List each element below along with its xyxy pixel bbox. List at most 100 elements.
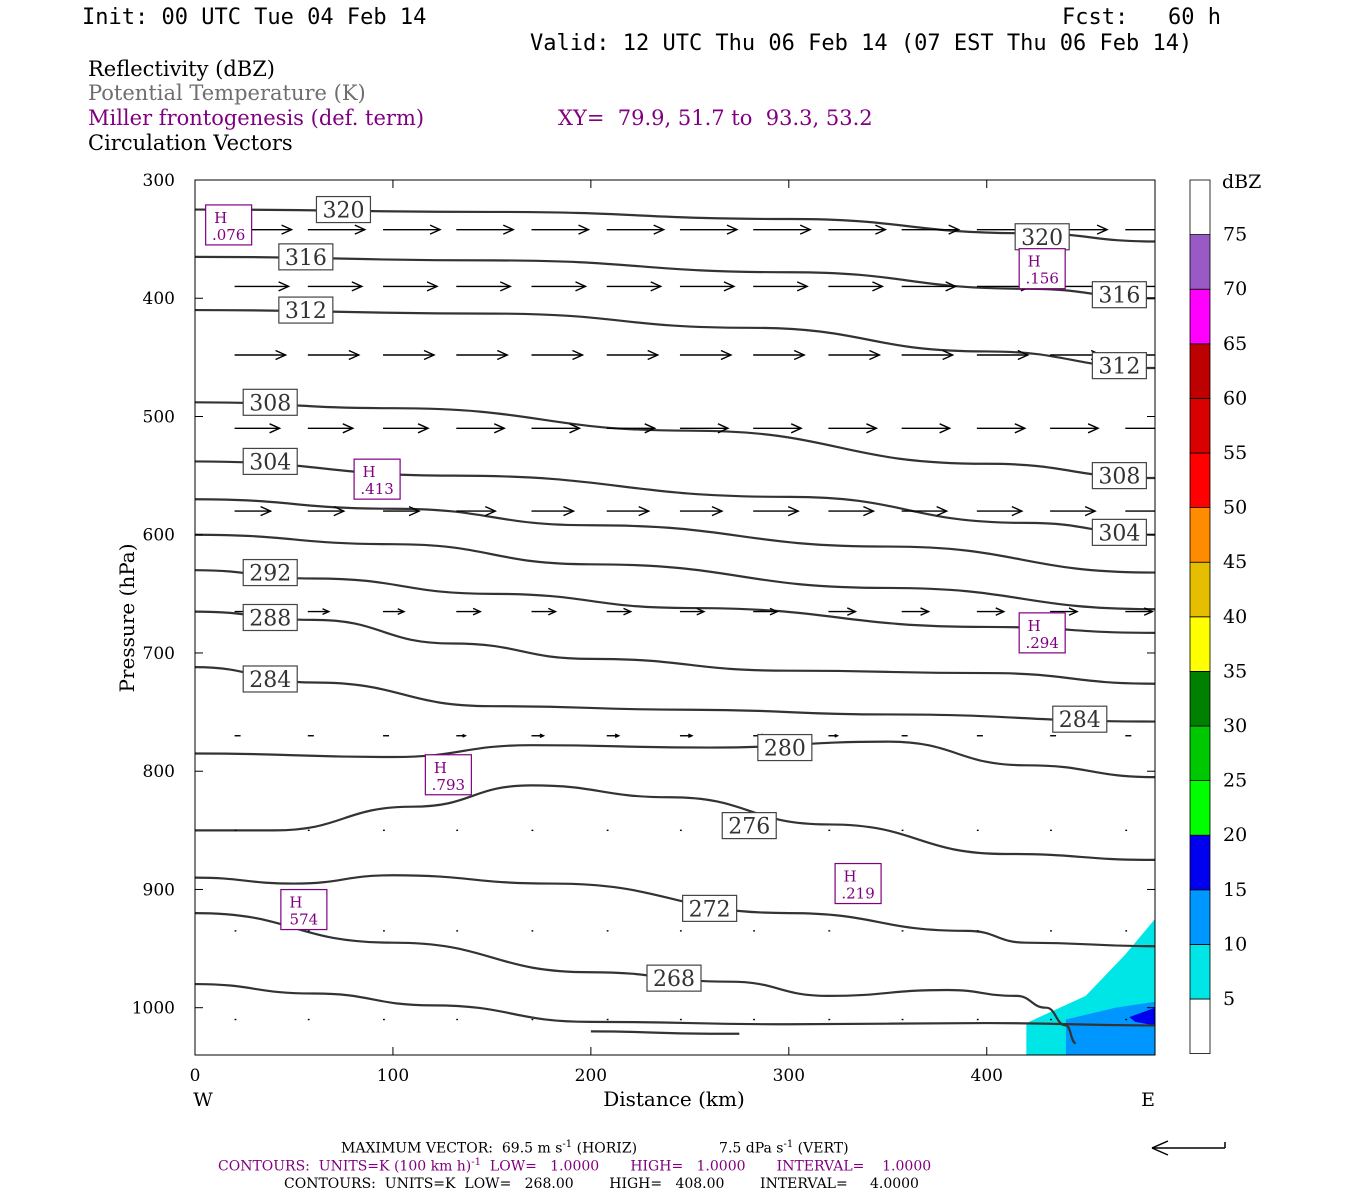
footer-max-vector: MAXIMUM VECTOR: 69.5 m s-1 (HORIZ) 7.5 dP… xyxy=(341,1139,849,1157)
theta-label-box xyxy=(278,296,334,324)
colorbar-segment xyxy=(1189,725,1211,781)
theta-label-box xyxy=(1052,705,1108,733)
frontogenesis-max-label: H xyxy=(363,463,376,481)
legend-frontogenesis: Miller frontogenesis (def. term) xyxy=(88,106,425,130)
theta-label-312: 312 xyxy=(285,299,327,324)
colorbar-segment xyxy=(1189,343,1211,399)
circulation-vector-head xyxy=(869,349,882,361)
colorbar-segment xyxy=(1189,944,1211,1000)
frontogenesis-max-label: H xyxy=(214,209,227,227)
frontogenesis-max-label: H xyxy=(1028,253,1041,271)
circulation-vector-head xyxy=(942,349,955,361)
colorbar-label-15: 15 xyxy=(1223,879,1247,901)
circulation-vector-head xyxy=(920,607,931,616)
circulation-vector-head xyxy=(548,607,558,616)
circulation-vector-head xyxy=(569,423,582,434)
frontogenesis-max-value: .294 xyxy=(1025,634,1058,652)
colorbar-label-70: 70 xyxy=(1223,278,1247,300)
y-tick-label: 1000 xyxy=(132,999,175,1019)
theta-label-box xyxy=(242,665,298,693)
x-tick-label: 300 xyxy=(773,1066,805,1086)
colorbar-segment xyxy=(1189,507,1211,563)
theta-label-276: 276 xyxy=(728,815,770,840)
theta-label-308: 308 xyxy=(1098,465,1140,490)
circulation-vector-head xyxy=(1084,505,1097,517)
theta-contour-304 xyxy=(195,460,1155,536)
circulation-vector-head xyxy=(572,349,585,361)
theta-label-312: 312 xyxy=(1098,355,1140,380)
circulation-vector-head xyxy=(260,505,273,517)
theta-contour-5 xyxy=(195,498,1155,574)
theta-label-304: 304 xyxy=(1098,521,1140,546)
colorbar-label-40: 40 xyxy=(1223,606,1247,628)
circulation-vector-head xyxy=(472,607,482,616)
fronto-contours-range: LOW= 1.0000 HIGH= 1.0000 INTERVAL= 1.000… xyxy=(481,1158,932,1175)
theta-label-320: 320 xyxy=(322,199,364,224)
theta-contour-288 xyxy=(195,610,1155,685)
circulation-vector-head xyxy=(720,349,733,361)
theta-contour-15 xyxy=(590,1030,740,1035)
circulation-vector-head xyxy=(1169,282,1179,291)
circulation-vector-head xyxy=(1068,607,1079,616)
max-vector-vert: 7.5 dPa s xyxy=(719,1140,784,1157)
circulation-vector-head xyxy=(417,423,430,434)
cross-section-endpoints: XY= 79.9, 51.7 to 93.3, 53.2 xyxy=(558,106,873,130)
x-axis-east-label: E xyxy=(1141,1089,1155,1111)
circulation-vector-head xyxy=(939,423,952,434)
circulation-vector-head xyxy=(563,505,576,517)
circulation-vector-head xyxy=(793,349,806,361)
frontogenesis-max-value: 574 xyxy=(290,911,319,929)
x-tick-label: 100 xyxy=(377,1066,409,1086)
plot-frame xyxy=(194,179,1156,1056)
frontogenesis-max-value: .793 xyxy=(432,776,465,794)
circulation-vector-head xyxy=(1143,607,1155,616)
theta-label-box xyxy=(242,447,298,476)
theta-contour-312 xyxy=(195,308,1155,370)
circulation-vector-head xyxy=(269,423,282,434)
circulation-vector-head xyxy=(408,505,421,517)
frontogenesis-max-box xyxy=(1018,612,1066,654)
circulation-vector-head xyxy=(696,607,706,616)
theta-label-box xyxy=(242,388,298,416)
colorbar-label-30: 30 xyxy=(1223,715,1247,737)
circulation-vector-head xyxy=(726,224,739,235)
circulation-vector-head xyxy=(281,224,294,235)
theta-label-284: 284 xyxy=(1059,708,1101,733)
circulation-vector-head xyxy=(333,505,346,517)
circulation-vector-head xyxy=(578,224,591,235)
y-tick-label: 300 xyxy=(143,171,175,191)
circulation-vector-head xyxy=(499,281,512,292)
circulation-vector-head xyxy=(688,733,694,739)
forecast-label: Fcst: xyxy=(1062,5,1129,30)
circulation-vector-head xyxy=(1172,225,1182,234)
frontogenesis-max-box xyxy=(280,888,328,931)
circulation-vector-head xyxy=(1017,349,1030,361)
frontogenesis-max-label: H xyxy=(844,868,857,886)
circulation-vector-head xyxy=(423,349,436,361)
legend-reflectivity: Reflectivity (dBZ) xyxy=(88,57,276,81)
circulation-vector-head xyxy=(644,423,657,434)
circulation-vector-head xyxy=(711,505,724,517)
circulation-vector-head xyxy=(429,224,442,235)
circulation-vector-head xyxy=(502,224,515,235)
circulation-vector-head xyxy=(872,281,885,292)
colorbar-segment xyxy=(1189,288,1211,345)
reference-vector-arrow xyxy=(1151,1140,1226,1156)
circulation-vector-head xyxy=(1163,424,1173,433)
frontogenesis-max-value: .076 xyxy=(212,226,245,244)
theta-label-box xyxy=(278,243,334,271)
colorbar-segment xyxy=(1189,889,1211,945)
circulation-vector-head xyxy=(348,349,361,361)
circulation-vector-head xyxy=(1014,423,1027,434)
x-tick-label: 0 xyxy=(190,1066,201,1086)
theta-label-308: 308 xyxy=(249,391,291,416)
max-vector-horiz-unit-exponent: -1 xyxy=(562,1139,573,1150)
circulation-vector-head xyxy=(462,733,467,738)
circulation-vector-head xyxy=(1087,423,1100,434)
theta-label-box xyxy=(1091,518,1147,546)
circulation-vector-head xyxy=(796,281,809,292)
colorbar-label-5: 5 xyxy=(1223,988,1235,1010)
circulation-vector-head xyxy=(426,281,439,292)
colorbar-segment xyxy=(1189,452,1211,508)
